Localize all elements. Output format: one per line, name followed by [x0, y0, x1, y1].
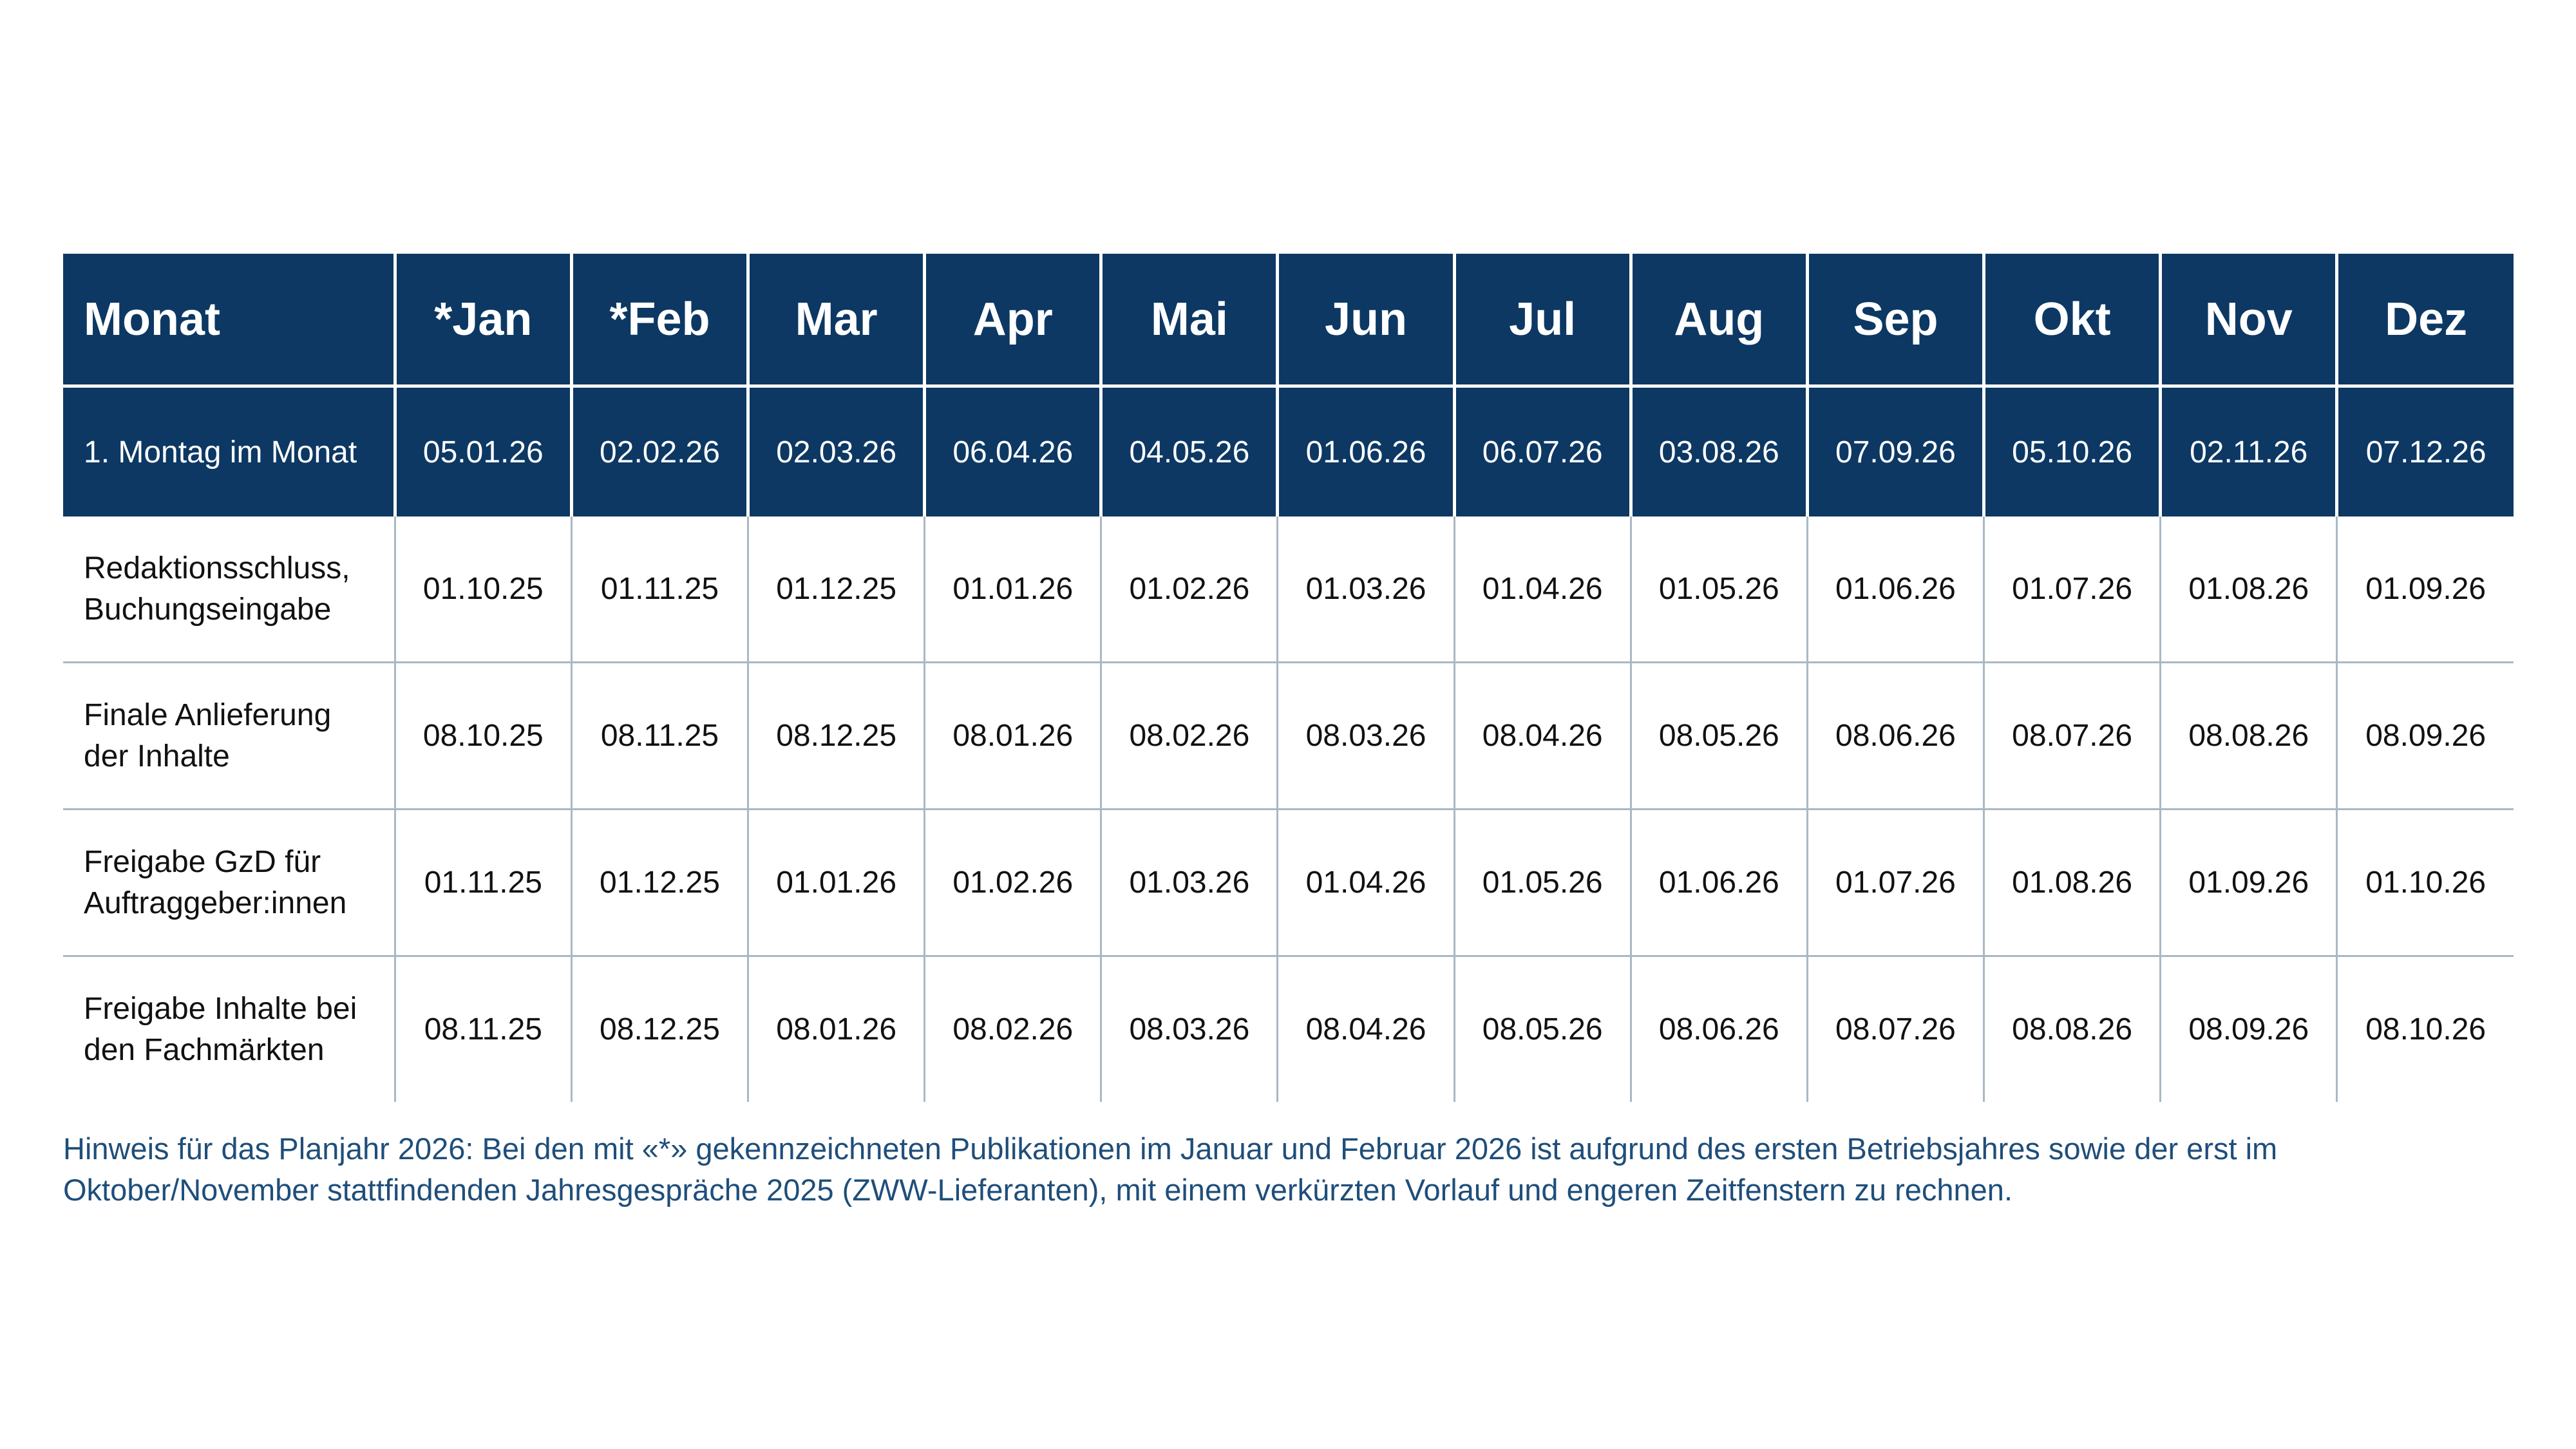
date-cell: 08.08.26: [2160, 662, 2338, 810]
date-cell: 01.04.26: [1454, 516, 1632, 663]
date-cell: 08.01.26: [748, 956, 926, 1102]
row-label: Freigabe GzD für Auftraggeber:innen: [63, 809, 396, 957]
row-label: Finale Anlieferung der Inhalte: [63, 662, 396, 810]
date-cell: 08.02.26: [1101, 662, 1279, 810]
date-cell: 01.06.26: [1631, 809, 1808, 957]
date-cell: 07.12.26: [2336, 386, 2514, 516]
month-header: Okt: [1984, 254, 2163, 388]
date-cell: 01.01.26: [748, 809, 926, 957]
date-cell: 01.06.26: [1277, 386, 1456, 516]
date-cell: 08.05.26: [1631, 662, 1808, 810]
month-header: Apr: [924, 254, 1103, 388]
date-cell: 01.01.26: [924, 516, 1103, 663]
date-cell: 06.07.26: [1454, 386, 1633, 516]
date-cell: 08.04.26: [1277, 956, 1455, 1102]
row-label-line1: Freigabe GzD für: [84, 844, 321, 879]
date-cell: 01.11.25: [395, 809, 573, 957]
date-cell: 01.07.26: [1984, 516, 2162, 663]
schedule-table: Monat *Jan *Feb Mar Apr Mai Jun Jul Aug …: [63, 254, 2514, 1102]
planning-note: Hinweis für das Planjahr 2026: Bei den m…: [63, 1128, 2523, 1211]
date-cell: 08.06.26: [1631, 956, 1808, 1102]
date-cell: 01.03.26: [1277, 516, 1455, 663]
date-cell: 08.10.26: [2336, 956, 2514, 1102]
date-cell: 08.04.26: [1454, 662, 1632, 810]
date-cell: 01.08.26: [1984, 809, 2162, 957]
header-row: Monat *Jan *Feb Mar Apr Mai Jun Jul Aug …: [63, 254, 2514, 388]
date-cell: 01.09.26: [2160, 809, 2338, 957]
note-line2: Oktober/November stattfindenden Jahresge…: [63, 1173, 2013, 1207]
date-cell: 01.10.26: [2336, 809, 2514, 957]
date-cell: 08.09.26: [2336, 662, 2514, 810]
row-label: Redaktionsschluss, Buchungseingabe: [63, 516, 396, 663]
date-cell: 01.11.25: [571, 516, 750, 663]
row-label-line1: Freigabe Inhalte bei: [84, 991, 357, 1026]
row-label-line1: Finale Anlieferung: [84, 697, 332, 732]
date-cell: 03.08.26: [1631, 386, 1809, 516]
date-cell: 08.10.25: [395, 662, 573, 810]
month-header: Nov: [2160, 254, 2339, 388]
date-cell: 01.12.25: [571, 809, 750, 957]
date-cell: 01.12.25: [748, 516, 926, 663]
date-cell: 01.10.25: [395, 516, 573, 663]
month-header: Jun: [1277, 254, 1456, 388]
date-cell: 05.01.26: [395, 386, 573, 516]
date-cell: 02.11.26: [2160, 386, 2339, 516]
row-label-line2: der Inhalte: [84, 739, 230, 773]
date-cell: 08.12.25: [748, 662, 926, 810]
date-cell: 02.03.26: [748, 386, 927, 516]
row-label-line2: den Fachmärkten: [84, 1032, 325, 1067]
date-cell: 01.04.26: [1277, 809, 1455, 957]
date-cell: 01.02.26: [1101, 516, 1279, 663]
month-header: Dez: [2336, 254, 2514, 388]
header-label: Monat: [63, 254, 397, 388]
date-cell: 08.12.25: [571, 956, 750, 1102]
date-cell: 08.07.26: [1807, 956, 1985, 1102]
date-cell: 02.02.26: [571, 386, 750, 516]
date-cell: 01.09.26: [2336, 516, 2514, 663]
date-cell: 01.08.26: [2160, 516, 2338, 663]
date-cell: 08.05.26: [1454, 956, 1632, 1102]
date-cell: 01.02.26: [924, 809, 1103, 957]
date-cell: 08.11.25: [395, 956, 573, 1102]
row-label-line2: Buchungseingabe: [84, 592, 332, 627]
month-header: Aug: [1631, 254, 1809, 388]
table-row: Freigabe Inhalte bei den Fachmärkten 08.1…: [63, 956, 2514, 1102]
row-label-line2: Auftraggeber:innen: [84, 886, 347, 920]
note-line1: Hinweis für das Planjahr 2026: Bei den m…: [63, 1132, 2278, 1166]
month-header: *Jan: [395, 254, 573, 388]
table-row: Freigabe GzD für Auftraggeber:innen 01.11…: [63, 809, 2514, 957]
date-cell: 08.01.26: [924, 662, 1103, 810]
month-header: Mai: [1101, 254, 1280, 388]
date-cell: 08.09.26: [2160, 956, 2338, 1102]
date-cell: 01.05.26: [1631, 516, 1808, 663]
date-cell: 08.08.26: [1984, 956, 2162, 1102]
first-monday-row: 1. Montag im Monat 05.01.26 02.02.26 02.…: [63, 386, 2514, 516]
date-cell: 01.05.26: [1454, 809, 1632, 957]
date-cell: 08.07.26: [1984, 662, 2162, 810]
month-header: Jul: [1454, 254, 1633, 388]
date-cell: 01.07.26: [1807, 809, 1985, 957]
row-label: Freigabe Inhalte bei den Fachmärkten: [63, 956, 396, 1102]
month-header: Sep: [1807, 254, 1986, 388]
month-header: Mar: [748, 254, 927, 388]
date-cell: 08.02.26: [924, 956, 1103, 1102]
date-cell: 08.03.26: [1277, 662, 1455, 810]
row-label: 1. Montag im Monat: [63, 386, 397, 516]
date-cell: 05.10.26: [1984, 386, 2163, 516]
date-cell: 08.06.26: [1807, 662, 1985, 810]
date-cell: 01.03.26: [1101, 809, 1279, 957]
date-cell: 04.05.26: [1101, 386, 1280, 516]
date-cell: 07.09.26: [1807, 386, 1986, 516]
row-label-line1: Redaktionsschluss,: [84, 551, 350, 585]
month-header: *Feb: [571, 254, 750, 388]
table-row: Finale Anlieferung der Inhalte 08.10.25 0…: [63, 662, 2514, 810]
table-row: Redaktionsschluss, Buchungseingabe 01.10.…: [63, 516, 2514, 663]
date-cell: 06.04.26: [924, 386, 1103, 516]
date-cell: 08.03.26: [1101, 956, 1279, 1102]
date-cell: 08.11.25: [571, 662, 750, 810]
date-cell: 01.06.26: [1807, 516, 1985, 663]
